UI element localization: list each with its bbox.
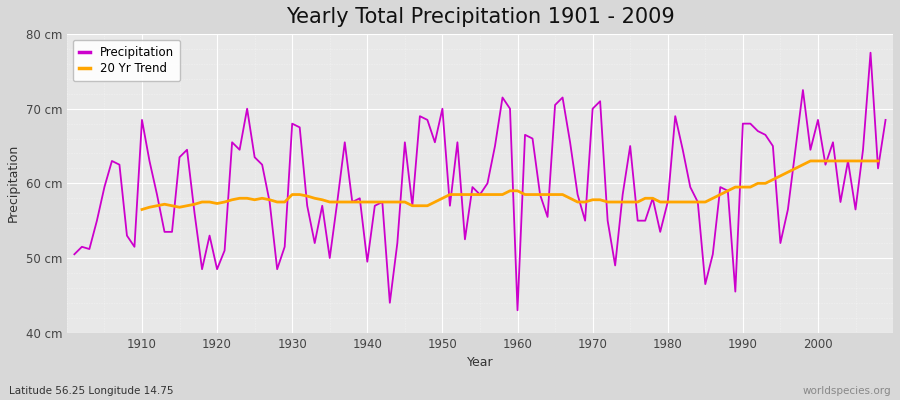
Precipitation <box>519 132 530 137</box>
Line: Precipitation: Precipitation <box>75 53 886 310</box>
Text: Latitude 56.25 Longitude 14.75: Latitude 56.25 Longitude 14.75 <box>9 386 174 396</box>
20 Yr Trend <box>805 158 815 163</box>
20 Yr Trend <box>873 158 884 163</box>
Legend: Precipitation, 20 Yr Trend: Precipitation, 20 Yr Trend <box>73 40 180 81</box>
20 Yr Trend <box>362 200 373 204</box>
Precipitation <box>512 308 523 313</box>
Precipitation <box>69 252 80 257</box>
20 Yr Trend <box>332 200 343 204</box>
Precipitation <box>610 263 621 268</box>
Y-axis label: Precipitation: Precipitation <box>7 144 20 222</box>
Precipitation <box>294 125 305 130</box>
20 Yr Trend <box>137 207 148 212</box>
Precipitation <box>505 106 516 111</box>
Precipitation <box>880 118 891 122</box>
20 Yr Trend <box>310 196 320 201</box>
20 Yr Trend <box>527 192 538 197</box>
20 Yr Trend <box>715 192 725 197</box>
Text: worldspecies.org: worldspecies.org <box>803 386 891 396</box>
20 Yr Trend <box>505 188 516 193</box>
Precipitation <box>339 140 350 145</box>
Line: 20 Yr Trend: 20 Yr Trend <box>142 161 878 210</box>
Precipitation <box>129 244 140 249</box>
Title: Yearly Total Precipitation 1901 - 2009: Yearly Total Precipitation 1901 - 2009 <box>285 7 674 27</box>
Precipitation <box>865 50 876 55</box>
X-axis label: Year: Year <box>466 356 493 369</box>
